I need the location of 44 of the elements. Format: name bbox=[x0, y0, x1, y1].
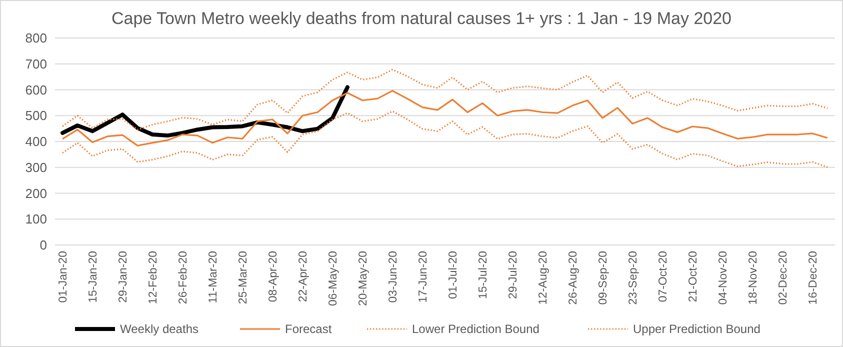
y-tick-label: 0 bbox=[40, 238, 47, 253]
line-series bbox=[62, 90, 828, 146]
x-tick-label: 03-Jun-20 bbox=[388, 251, 400, 303]
legend-label: Lower Prediction Bound bbox=[412, 322, 540, 336]
x-tick-label: 22-Apr-20 bbox=[298, 251, 310, 302]
chart-title: Cape Town Metro weekly deaths from natural causes 1+ yrs : 1 Jan - 19 May 2020 bbox=[111, 9, 732, 28]
x-tick-label: 21-Oct-20 bbox=[688, 251, 700, 302]
line-series bbox=[62, 110, 828, 168]
x-tick-label: 20-May-20 bbox=[358, 251, 370, 306]
x-tick-label: 15-Jul-20 bbox=[478, 251, 490, 299]
y-tick-label: 500 bbox=[25, 108, 47, 124]
y-tick-label: 600 bbox=[25, 82, 47, 98]
legend-label: Weekly deaths bbox=[120, 322, 198, 336]
x-tick-label: 26-Feb-20 bbox=[178, 251, 190, 304]
legend-label: Forecast bbox=[285, 322, 332, 336]
y-tick-label: 200 bbox=[25, 186, 47, 201]
x-tick-label: 15-Jan-20 bbox=[88, 251, 100, 303]
line-series bbox=[60, 85, 350, 138]
x-tick-label: 07-Oct-20 bbox=[658, 251, 670, 302]
x-tick-label: 16-Dec-20 bbox=[808, 251, 820, 305]
y-tick-label: 700 bbox=[25, 56, 47, 72]
y-tick-label: 800 bbox=[25, 30, 47, 46]
x-tick-label: 01-Jan-20 bbox=[58, 251, 70, 303]
x-tick-label: 29-Jan-20 bbox=[118, 251, 130, 303]
x-tick-label: 12-Aug-20 bbox=[538, 251, 550, 305]
x-tick-label: 09-Sep-20 bbox=[598, 251, 610, 305]
x-tick-label: 25-Mar-20 bbox=[238, 251, 250, 304]
x-tick-label: 23-Sep-20 bbox=[628, 251, 640, 305]
x-tick-label: 29-Jul-20 bbox=[508, 251, 520, 299]
y-tick-label: 400 bbox=[25, 134, 47, 150]
y-tick-label: 300 bbox=[25, 160, 47, 175]
x-tick-label: 06-May-20 bbox=[328, 251, 340, 306]
x-tick-label: 17-Jun-20 bbox=[418, 251, 430, 303]
x-tick-label: 12-Feb-20 bbox=[148, 251, 160, 304]
x-tick-label: 04-Nov-20 bbox=[718, 251, 730, 305]
x-tick-label: 08-Apr-20 bbox=[268, 251, 280, 302]
x-tick-label: 11-Mar-20 bbox=[208, 251, 220, 304]
x-tick-label: 18-Nov-20 bbox=[748, 251, 760, 305]
x-tick-label: 01-Jul-20 bbox=[448, 251, 460, 299]
x-tick-label: 02-Dec-20 bbox=[778, 251, 790, 305]
x-tick-label: 26-Aug-20 bbox=[568, 251, 580, 305]
line-series bbox=[62, 68, 828, 130]
legend-label: Upper Prediction Bound bbox=[633, 322, 760, 336]
y-tick-label: 100 bbox=[25, 212, 47, 227]
